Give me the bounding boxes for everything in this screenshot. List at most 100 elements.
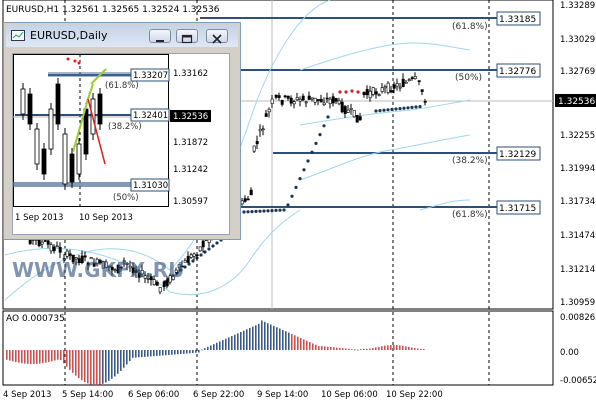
ao-bar (33, 350, 35, 364)
price-axis: 1.33289 1.33029 1.32769 1.32255 1.31994 … (560, 1, 595, 308)
ao-bar (354, 349, 356, 351)
sar-dot (242, 210, 246, 214)
ao-bar (54, 350, 56, 361)
svg-text:0.00: 0.00 (560, 348, 579, 358)
maximize-button[interactable] (176, 29, 198, 44)
ao-bar (345, 348, 347, 350)
sar-dot-red (356, 90, 360, 94)
fib-pct-4: (61.8%) (452, 210, 488, 220)
close-button[interactable] (206, 29, 228, 44)
candle-body (162, 281, 166, 287)
sar-dot (326, 115, 330, 119)
ao-bar (300, 338, 302, 350)
candle-body (71, 254, 75, 263)
ao-bar (132, 350, 134, 358)
sar-dot (274, 208, 278, 212)
candle-body (46, 240, 50, 245)
ao-bar (42, 350, 44, 364)
ao-bar (57, 350, 59, 360)
ao-bar (363, 348, 365, 350)
candle-body (165, 279, 169, 287)
minimize-icon (156, 40, 164, 42)
daily-level-1-band (48, 72, 131, 77)
candle-body (301, 95, 305, 101)
ao-bar (417, 348, 419, 350)
ao-bar (246, 329, 248, 350)
sar-dot (398, 107, 402, 111)
candle-body (389, 90, 393, 93)
svg-text:5 Sep 14:00: 5 Sep 14:00 (62, 390, 113, 400)
maximize-icon (181, 34, 193, 44)
ao-bar (81, 350, 83, 381)
candle-body (77, 258, 81, 263)
candle-body (98, 259, 102, 264)
candle-body (137, 272, 141, 278)
candle-body (398, 86, 402, 89)
candle-body (249, 189, 253, 196)
candle-body (134, 270, 138, 273)
sar-dot (294, 185, 298, 189)
ao-bar (357, 349, 359, 351)
ao-bar (393, 345, 395, 350)
ao-bar (204, 348, 206, 350)
sar-dot (199, 253, 203, 257)
daily-window-titlebar[interactable]: EURUSD,Daily (6, 25, 238, 47)
daily-chart-window[interactable]: EURUSD,Daily 1.33207 1.32401 1 (3, 22, 241, 240)
sar-dot (414, 105, 418, 109)
candle-body (107, 265, 111, 268)
ao-bar (258, 323, 260, 350)
candle-body (74, 257, 78, 260)
minimize-button[interactable] (149, 29, 171, 43)
candle-body (152, 279, 156, 285)
candle-body (113, 269, 117, 272)
ao-histogram (6, 320, 425, 385)
sar-dot (318, 133, 322, 137)
daily-candles (20, 78, 103, 190)
ao-bar (273, 325, 275, 350)
ao-bar (261, 320, 263, 350)
daily-candle-body (69, 153, 75, 183)
candle-body (283, 95, 287, 98)
ao-bar (18, 350, 20, 363)
ao-bar (351, 349, 353, 350)
daily-plot[interactable]: 1.33207 1.32401 1.31030 (61.8%) (38.2%) … (12, 53, 230, 235)
candle-body (198, 246, 202, 252)
candle-body (119, 266, 123, 269)
ao-bar (339, 347, 341, 350)
candle-body (140, 270, 144, 275)
candle-body (104, 261, 108, 268)
ao-bar (267, 323, 269, 350)
svg-text:1.31474: 1.31474 (560, 231, 595, 241)
sar-dot (306, 159, 310, 163)
candle-body (155, 281, 159, 286)
daily-candle-body (41, 148, 47, 175)
ao-bar (207, 346, 209, 350)
candle-body (86, 262, 90, 266)
ao-bar (189, 350, 191, 354)
candle-body (325, 97, 329, 100)
ao-bar (180, 350, 182, 354)
svg-text:1.31734: 1.31734 (560, 197, 595, 207)
daily-level-pct-3: (50%) (113, 193, 139, 203)
daily-level-pct-2: (38.2%) (108, 122, 142, 132)
candle-body (274, 94, 278, 98)
candle-body (264, 113, 268, 117)
daily-candle-body (97, 93, 103, 125)
ao-bar (243, 330, 245, 350)
close-icon (212, 34, 222, 44)
ao-bar (162, 350, 164, 356)
daily-time-axis: 1 Sep 2013 10 Sep 2013 (15, 213, 133, 223)
ao-bar (102, 350, 104, 384)
candle-body (192, 253, 196, 257)
sar-dot (215, 241, 219, 245)
svg-text:0.008263: 0.008263 (560, 313, 596, 323)
candle-body (322, 102, 326, 105)
sar-dot (282, 208, 286, 212)
daily-level-pct-1: (61.8%) (105, 81, 139, 91)
ao-bar (210, 345, 212, 350)
candle-body (255, 141, 259, 145)
ao-bar (288, 332, 290, 350)
ao-bar (45, 350, 47, 363)
ao-bar (315, 344, 317, 350)
